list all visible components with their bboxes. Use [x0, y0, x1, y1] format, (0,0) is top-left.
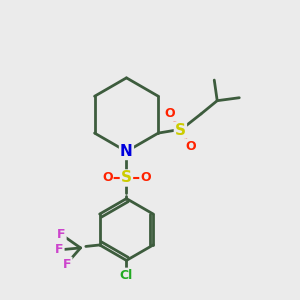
Text: N: N [120, 144, 133, 159]
Text: S: S [121, 170, 132, 185]
Text: O: O [185, 140, 196, 153]
Text: F: F [57, 228, 66, 241]
Text: Cl: Cl [120, 268, 133, 282]
Text: O: O [102, 172, 112, 184]
Text: O: O [165, 107, 176, 120]
Text: S: S [175, 123, 186, 138]
Text: F: F [63, 258, 71, 271]
Text: F: F [55, 243, 64, 256]
Text: O: O [140, 172, 151, 184]
